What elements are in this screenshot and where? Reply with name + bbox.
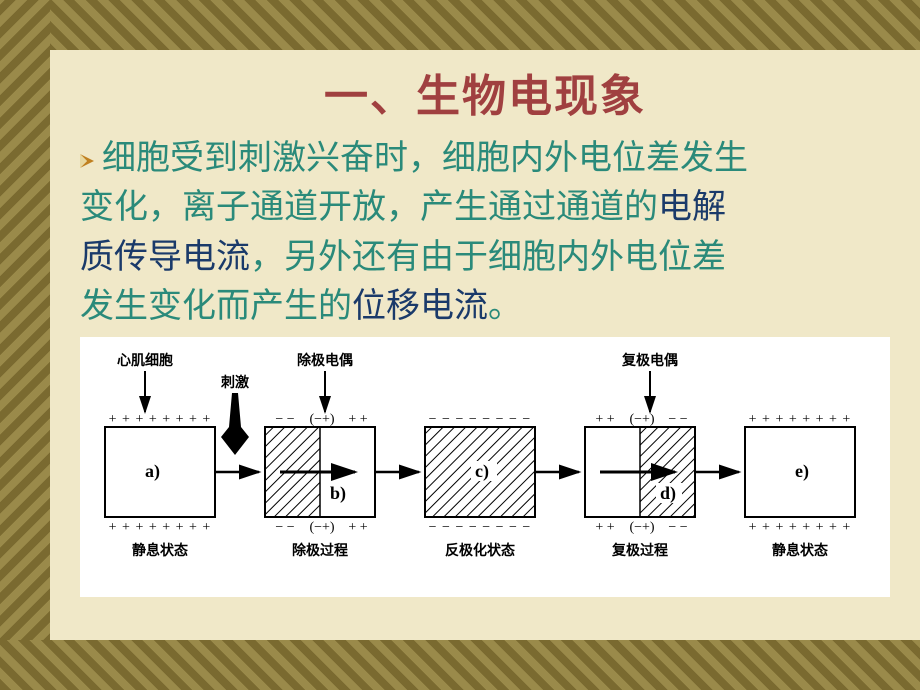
- paragraph-segment: 变化，离子通道开放，产生通过通道的: [80, 189, 658, 226]
- charge-signs-top: − −: [668, 412, 687, 427]
- charge-signs-bottom: − −: [275, 520, 294, 535]
- title-text: 生物电现象: [416, 72, 646, 121]
- top-label: 除极电偶: [297, 352, 353, 369]
- decorative-border-top: [0, 0, 920, 50]
- charge-signs-top: − − − − − − − −: [429, 412, 532, 427]
- charge-signs-bottom: + + + + + + + +: [749, 520, 852, 535]
- charge-signs-bottom: + + + + + + + +: [109, 520, 212, 535]
- charge-signs-bottom: − − − − − − − −: [429, 520, 532, 535]
- cell-letter: b): [330, 483, 346, 504]
- charge-signs-bottom: + +: [595, 520, 614, 535]
- cell-state-label: 静息状态: [132, 542, 188, 559]
- charge-signs-top: + +: [348, 412, 367, 427]
- paragraph-segment: 位移电流: [352, 288, 488, 325]
- cell-letter: d): [660, 483, 676, 504]
- paragraph-segment: 发生变化而产生的: [80, 288, 352, 325]
- charge-signs-top: + + + + + + + +: [749, 412, 852, 427]
- cell-letter: a): [145, 461, 160, 482]
- charge-signs-top: − −: [275, 412, 294, 427]
- top-label: 心肌细胞: [117, 352, 173, 369]
- cell-state-label: 反极化状态: [445, 542, 515, 559]
- cell-state-label: 静息状态: [772, 542, 828, 559]
- stimulus-arrow-icon: [221, 393, 249, 455]
- cell-box: [105, 427, 215, 517]
- cell-state-label: 除极过程: [292, 542, 348, 559]
- paragraph-segment: 。: [488, 288, 522, 325]
- cell-letter: e): [795, 461, 809, 482]
- decorative-border-left: [0, 0, 50, 690]
- charge-signs-bottom: − −: [668, 520, 687, 535]
- charge-signs-top: + +: [595, 412, 614, 427]
- cell-state-label: 复极过程: [611, 542, 668, 559]
- cell-polarization-diagram: 心肌细胞刺激 除极电偶 复极电偶 a) + + + + + + + + + + + + +…: [80, 337, 890, 597]
- diagram-svg: 心肌细胞刺激 除极电偶 复极电偶 a) + + + + + + + + + + + + +…: [80, 337, 890, 597]
- cell-letter: c): [475, 461, 489, 482]
- bullet-icon: [80, 154, 94, 168]
- charge-signs-top: (−+): [309, 412, 334, 427]
- top-label: 复极电偶: [621, 352, 678, 369]
- charge-signs-bottom: + +: [348, 520, 367, 535]
- decorative-border-bottom: [0, 640, 920, 690]
- title-prefix: 一: [324, 72, 370, 121]
- paragraph-segment: 质传导电流: [80, 239, 250, 276]
- paragraph: 细胞受到刺激兴奋时，细胞内外电位差发生变化，离子通道开放，产生通过通道的电解质传…: [70, 134, 900, 331]
- slide-content: 一、生物电现象 细胞受到刺激兴奋时，细胞内外电位差发生变化，离子通道开放，产生通…: [50, 50, 920, 640]
- charge-signs-bottom: (−+): [309, 520, 334, 535]
- paragraph-segment: 电解: [658, 189, 726, 226]
- slide-title: 一、生物电现象: [70, 60, 900, 124]
- charge-signs-bottom: (−+): [629, 520, 654, 535]
- paragraph-segment: ，另外还有由于细胞内外电位差: [250, 239, 726, 276]
- top-label: 刺激: [221, 374, 249, 391]
- title-separator: 、: [370, 72, 416, 121]
- paragraph-segment: 细胞受到刺激兴奋时，细胞内外电位差发生: [102, 140, 748, 177]
- charge-signs-top: (−+): [629, 412, 654, 427]
- charge-signs-top: + + + + + + + +: [109, 412, 212, 427]
